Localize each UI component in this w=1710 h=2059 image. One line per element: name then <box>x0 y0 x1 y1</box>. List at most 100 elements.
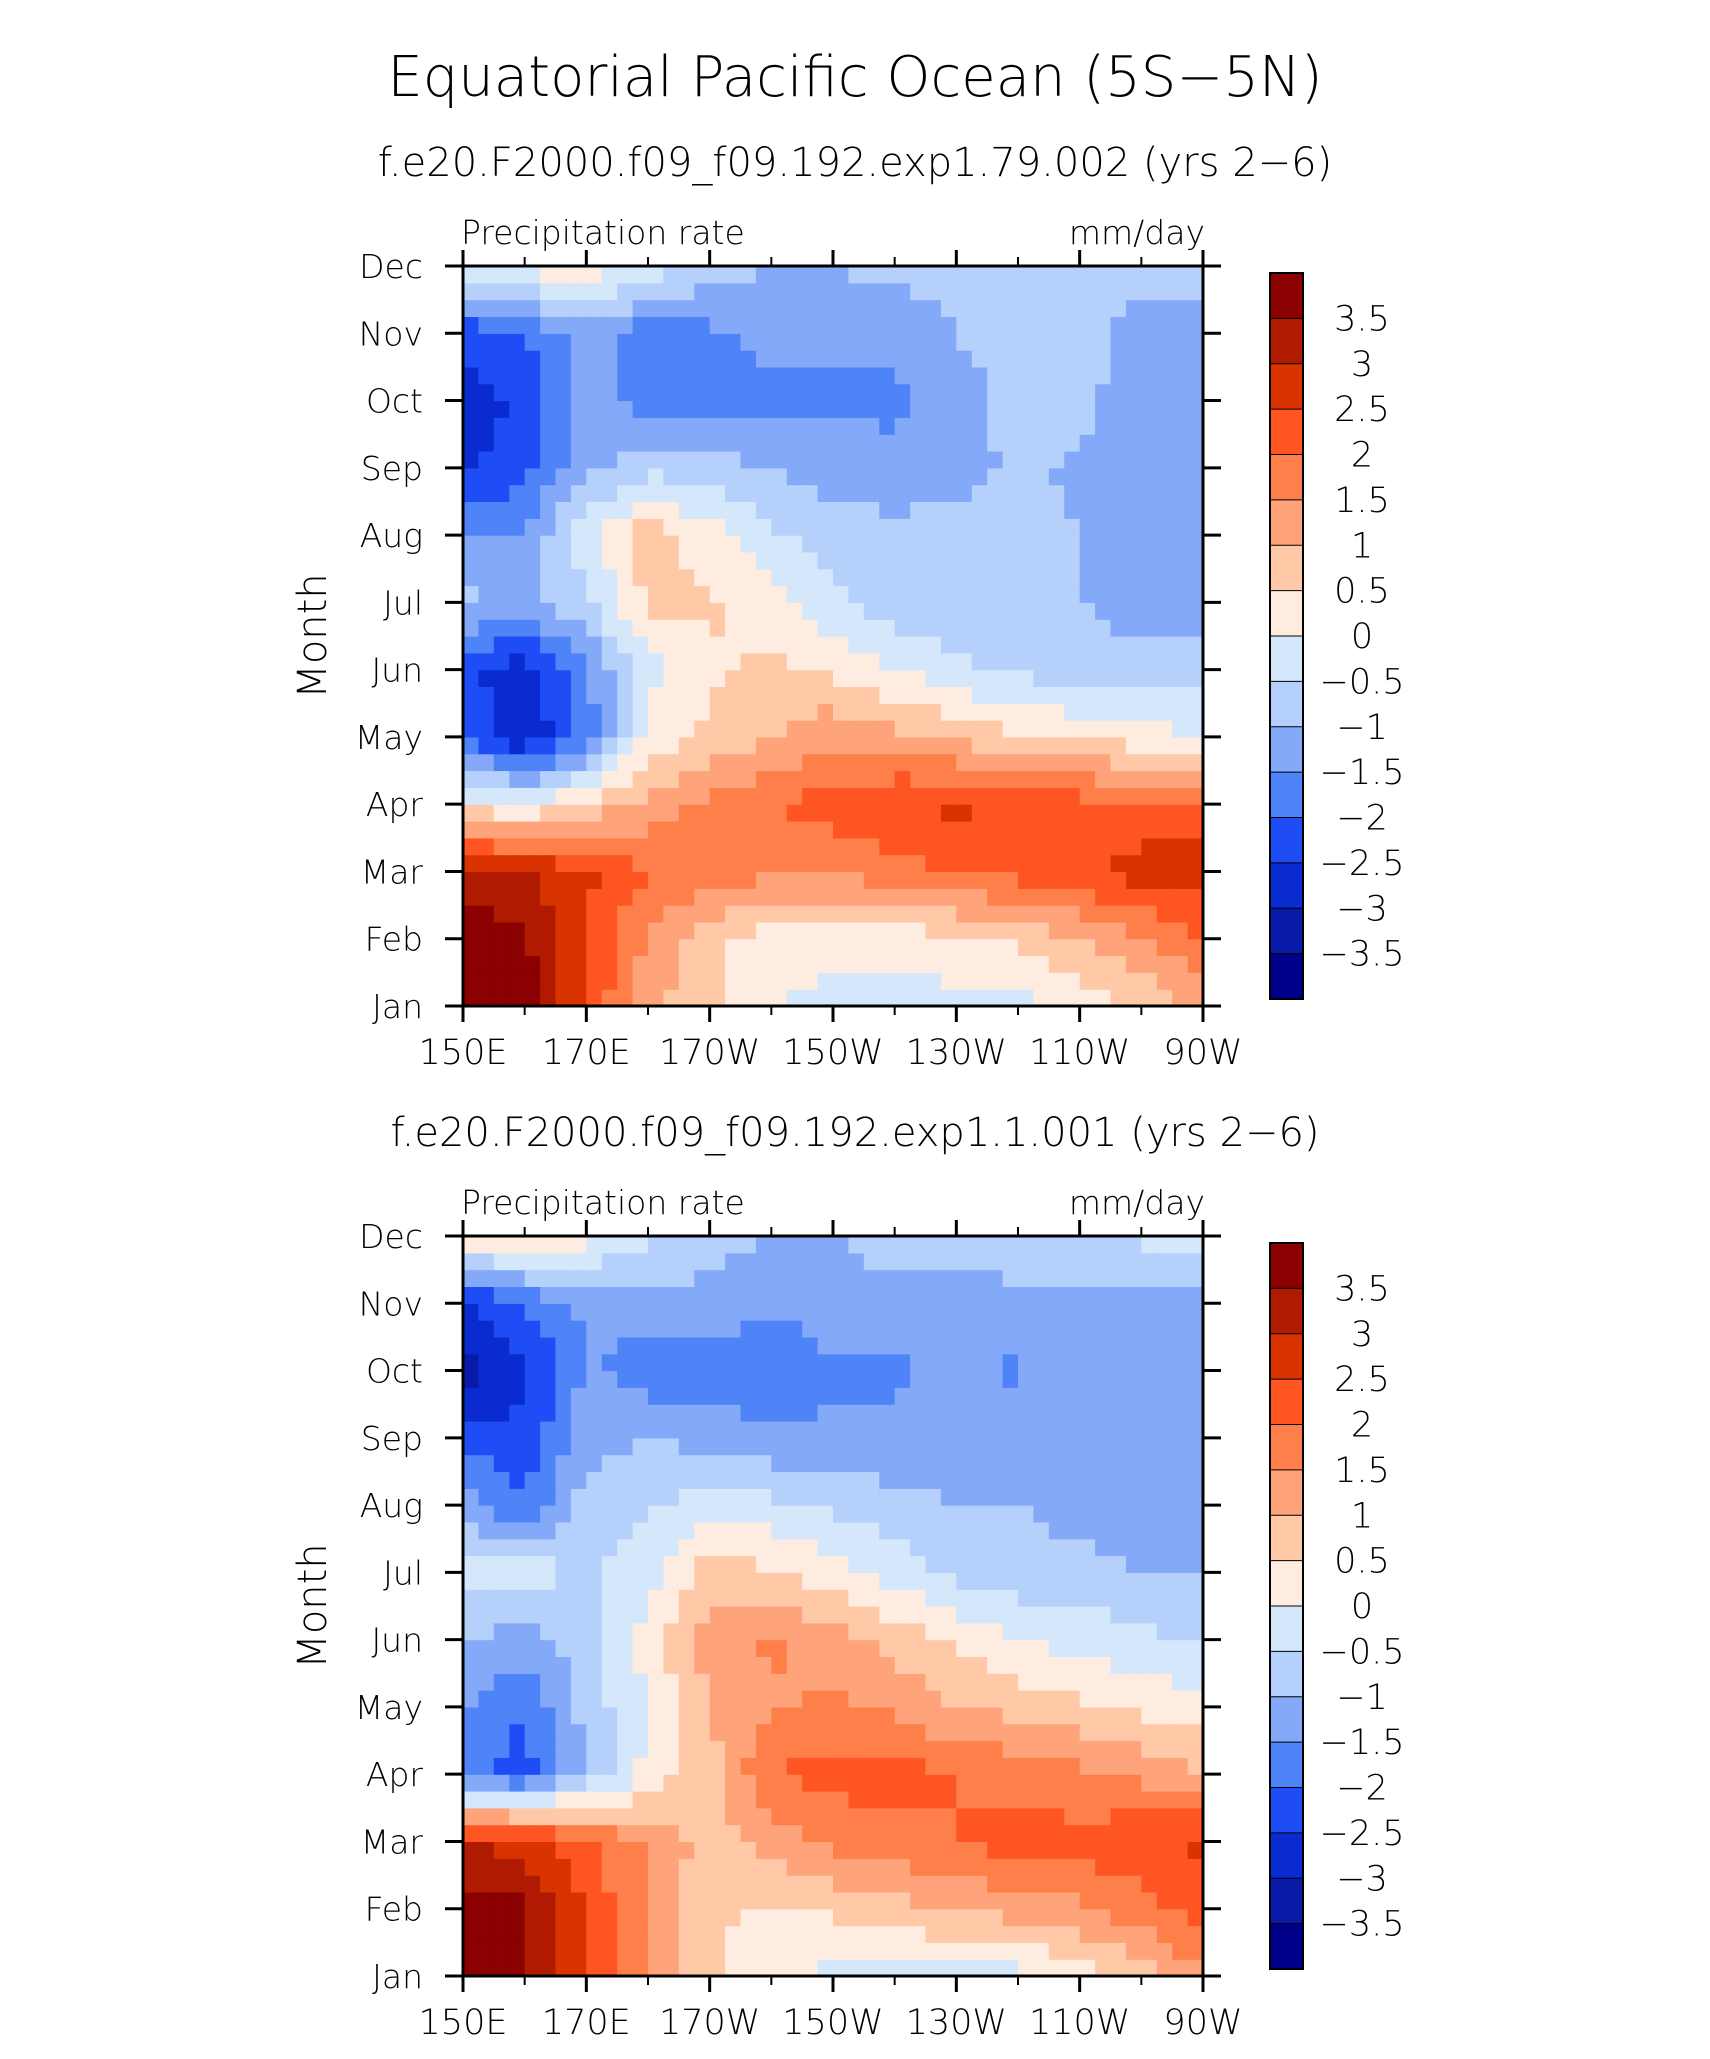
heat-cell <box>833 720 849 738</box>
heat-cell <box>1125 804 1142 822</box>
heat-cell <box>1064 1521 1081 1540</box>
heat-cell <box>817 434 834 452</box>
chart-title: Equatorial Pacific Ocean (5S−5N) <box>387 45 1322 110</box>
heat-cell <box>1064 821 1081 839</box>
heat-cell <box>910 1791 927 1809</box>
heat-cell <box>940 1454 957 1472</box>
heat-cell <box>755 518 772 536</box>
heat-cell <box>493 1353 510 1372</box>
heat-cell <box>1033 1690 1050 1708</box>
heat-cell <box>802 905 819 923</box>
heat-cell <box>771 1841 788 1859</box>
heat-cell <box>540 1572 557 1590</box>
heat-cell <box>1079 282 1096 301</box>
heat-cell <box>601 1538 618 1557</box>
heat-cell <box>956 501 973 519</box>
heat-cell <box>432 1926 448 1943</box>
heat-cell <box>894 652 911 671</box>
heat-cell <box>771 501 788 519</box>
heat-cell <box>632 383 649 402</box>
heat-cell <box>709 854 726 872</box>
heat-cell <box>956 1353 973 1372</box>
heat-cell <box>1187 1959 1203 1976</box>
heat-cell <box>940 1942 957 1960</box>
heat-cell <box>940 316 957 334</box>
heat-cell <box>1156 1505 1173 1523</box>
heat-cell <box>894 1488 911 1506</box>
heat-cell <box>771 417 788 435</box>
heat-cell <box>940 1572 957 1590</box>
heat-cell <box>771 366 788 385</box>
heat-cell <box>725 602 742 620</box>
heat-cell <box>786 535 803 553</box>
heat-cell <box>709 1572 726 1590</box>
heat-cell <box>493 1807 510 1826</box>
heat-cell <box>848 1807 865 1826</box>
heat-cell <box>1156 1774 1173 1792</box>
heat-cell <box>1141 366 1158 385</box>
heat-cell <box>648 905 664 923</box>
heat-cell <box>1048 1824 1065 1842</box>
heat-cell <box>463 989 464 1006</box>
heat-cell <box>1095 1673 1112 1691</box>
heat-cell <box>786 1807 803 1826</box>
heat-cell <box>1048 905 1065 923</box>
heat-cell <box>833 333 849 351</box>
heat-cell <box>725 451 742 469</box>
heat-cell <box>678 266 695 284</box>
heat-cell <box>555 1370 572 1388</box>
heat-cell <box>740 972 757 990</box>
heat-cell <box>740 1891 757 1910</box>
heat-cell <box>663 1774 680 1792</box>
heat-cell <box>771 1286 788 1304</box>
heat-cell <box>1141 837 1158 856</box>
heat-cell <box>894 888 911 906</box>
heat-cell <box>1095 1421 1112 1439</box>
heat-cell <box>1125 854 1142 872</box>
heat-cell <box>848 821 865 839</box>
heat-cell <box>1048 451 1065 469</box>
heat-cell <box>987 1673 1004 1691</box>
heat-cell <box>1187 955 1203 973</box>
heat-cell <box>694 1555 711 1573</box>
heat-cell <box>493 1286 510 1304</box>
heat-cell <box>1141 1925 1158 1943</box>
heat-cell <box>971 467 988 486</box>
heat-cell <box>509 1891 526 1910</box>
heat-cell <box>1079 1875 1096 1893</box>
heat-cell <box>1172 1320 1189 1338</box>
heat-cell <box>570 1404 587 1422</box>
heat-cell <box>709 1471 726 1489</box>
heat-cell <box>663 1942 680 1960</box>
heat-cell <box>786 1488 803 1506</box>
heat-cell <box>1002 1841 1019 1859</box>
heat-cell <box>632 1555 649 1573</box>
heat-cell <box>1125 1656 1142 1674</box>
heat-cell <box>632 1824 649 1842</box>
heat-cell <box>863 669 880 687</box>
heat-cell <box>848 1421 865 1439</box>
heat-cell <box>540 1858 557 1876</box>
heat-cell <box>863 1572 880 1590</box>
heat-cell <box>1095 1303 1112 1321</box>
heat-cell <box>1125 1538 1142 1557</box>
heat-cell <box>478 383 495 402</box>
heat-cell <box>971 484 988 502</box>
colorbar-swatch <box>1269 363 1304 411</box>
heat-cell <box>509 652 526 671</box>
heat-cell <box>1002 1891 1019 1910</box>
heat-cell <box>555 568 572 587</box>
heat-cell <box>863 1959 880 1976</box>
heat-cell <box>910 1622 927 1641</box>
heat-cell <box>694 1437 711 1456</box>
heat-cell <box>971 1740 988 1758</box>
heat-cell <box>1125 753 1142 772</box>
heat-cell <box>1080 1006 1096 1023</box>
heat-cell <box>709 888 726 906</box>
heat-cell <box>555 1555 572 1573</box>
heat-cell <box>632 703 649 721</box>
heat-cell <box>1079 1606 1096 1624</box>
heat-cell <box>910 366 927 385</box>
heat-cell <box>648 602 664 620</box>
heat-cell <box>725 333 742 351</box>
